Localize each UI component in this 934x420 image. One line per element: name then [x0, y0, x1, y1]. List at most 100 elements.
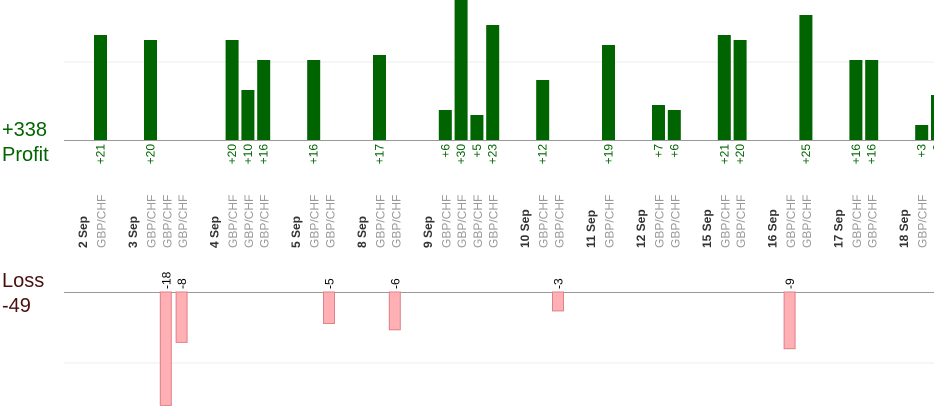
- pair-label: GBP/CHF: [324, 195, 338, 248]
- loss-value-label: -18: [159, 271, 173, 289]
- profit-value-label: +16: [849, 144, 863, 165]
- date-label: 17 Sep: [831, 209, 845, 248]
- profit-bar: [849, 60, 863, 140]
- profit-label: Profit: [2, 144, 49, 166]
- pair-label: GBP/CHF: [226, 195, 240, 248]
- pair-label: GBP/CHF: [176, 195, 190, 248]
- profit-value-label: +16: [865, 144, 879, 165]
- profit-bar: [94, 35, 107, 140]
- profit-bar: [733, 40, 747, 140]
- loss-value-label: -8: [175, 278, 189, 289]
- pair-label: GBP/CHF: [653, 195, 667, 248]
- profit-bar: [225, 40, 239, 140]
- pair-label: GBP/CHF: [439, 195, 453, 248]
- profit-value-label: +6: [667, 144, 681, 158]
- profit-value-label: +16: [307, 144, 321, 165]
- date-label: 12 Sep: [634, 209, 648, 248]
- profit-bar: [667, 110, 681, 140]
- profit-bar: [486, 25, 500, 140]
- loss-bar: [552, 291, 564, 312]
- pair-label: GBP/CHF: [145, 195, 159, 248]
- profit-value-label: +5: [470, 144, 484, 158]
- profit-value-label: +23: [486, 144, 500, 165]
- profit-total: +338: [2, 119, 48, 141]
- profit-value-label: +19: [602, 144, 616, 165]
- date-label: 18 Sep: [897, 209, 911, 248]
- profit-bar: [470, 115, 484, 140]
- loss-value-label: -3: [552, 278, 566, 289]
- loss-total: -49: [2, 295, 31, 317]
- profit-value-label: +3: [915, 144, 929, 158]
- pair-label: GBP/CHF: [242, 195, 256, 248]
- profit-bar: [931, 95, 934, 140]
- pair-label: GBP/CHF: [471, 195, 485, 248]
- profit-value-label: +16: [257, 144, 271, 165]
- profit-value-label: +9: [931, 144, 934, 158]
- profit-bar: [241, 90, 255, 140]
- profit-value-label: +12: [536, 144, 550, 165]
- date-label: 3 Sep: [126, 216, 140, 248]
- pair-label: GBP/CHF: [800, 195, 814, 248]
- pair-label: GBP/CHF: [866, 195, 880, 248]
- pair-label: GBP/CHF: [455, 195, 469, 248]
- pair-label: GBP/CHF: [374, 195, 388, 248]
- profit-value-label: +7: [652, 144, 666, 158]
- profit-bar: [307, 60, 321, 140]
- profit-value-label: +21: [717, 144, 731, 165]
- profit-value-label: +17: [373, 144, 387, 165]
- profit-value-label: +6: [438, 144, 452, 158]
- profit-bar: [373, 55, 386, 140]
- date-label: 11 Sep: [584, 210, 598, 248]
- loss-value-label: -5: [323, 278, 337, 289]
- date-label: 2 Sep: [76, 216, 90, 248]
- profit-bar: [652, 105, 665, 140]
- pair-label: GBP/CHF: [603, 195, 617, 248]
- date-label: 4 Sep: [208, 216, 222, 248]
- pair-label: GBP/CHF: [784, 195, 798, 248]
- loss-label: Loss: [2, 270, 45, 292]
- date-label: 5 Sep: [289, 216, 303, 248]
- pair-label: GBP/CHF: [718, 195, 732, 248]
- pair-label: GBP/CHF: [487, 195, 501, 248]
- date-label: 8 Sep: [355, 216, 369, 248]
- pair-label: GBP/CHF: [258, 195, 272, 248]
- loss-value-label: -9: [783, 278, 797, 289]
- profit-bar: [865, 60, 879, 140]
- date-label: 16 Sep: [766, 209, 780, 248]
- pair-label: GBP/CHF: [850, 195, 864, 248]
- profit-bar: [536, 80, 550, 140]
- pair-label: GBP/CHF: [916, 195, 930, 248]
- pair-label: GBP/CHF: [389, 195, 403, 248]
- loss-bar: [323, 291, 335, 324]
- date-label: 9 Sep: [421, 216, 435, 248]
- profit-value-label: +20: [144, 144, 158, 165]
- date-label: 15 Sep: [700, 209, 714, 248]
- profit-value-label: +20: [733, 144, 747, 165]
- loss-bar: [159, 291, 172, 406]
- profit-bar: [144, 40, 157, 140]
- pair-label: GBP/CHF: [95, 195, 109, 248]
- profit-value-label: +20: [225, 144, 239, 165]
- pair-label: GBP/CHF: [932, 195, 934, 248]
- pair-label: GBP/CHF: [537, 195, 551, 248]
- bars: [94, 0, 934, 406]
- profit-value-label: +30: [454, 144, 468, 165]
- pair-label: GBP/CHF: [668, 195, 682, 248]
- pair-label: GBP/CHF: [308, 195, 322, 248]
- profit-value-label: +25: [799, 144, 813, 165]
- pair-label: GBP/CHF: [553, 195, 567, 248]
- loss-bar: [783, 291, 796, 350]
- profit-bar: [799, 15, 813, 140]
- loss-bar: [175, 291, 188, 343]
- pair-label: GBP/CHF: [734, 195, 748, 248]
- pair-label: GBP/CHF: [160, 195, 174, 248]
- profit-value-label: +21: [94, 144, 108, 165]
- profit-bar: [602, 45, 615, 140]
- loss-bar: [388, 291, 401, 331]
- loss-value-label: -6: [388, 278, 402, 289]
- profit-bar: [915, 125, 929, 140]
- profit-value-label: +10: [241, 144, 255, 165]
- profit-bar: [454, 0, 468, 140]
